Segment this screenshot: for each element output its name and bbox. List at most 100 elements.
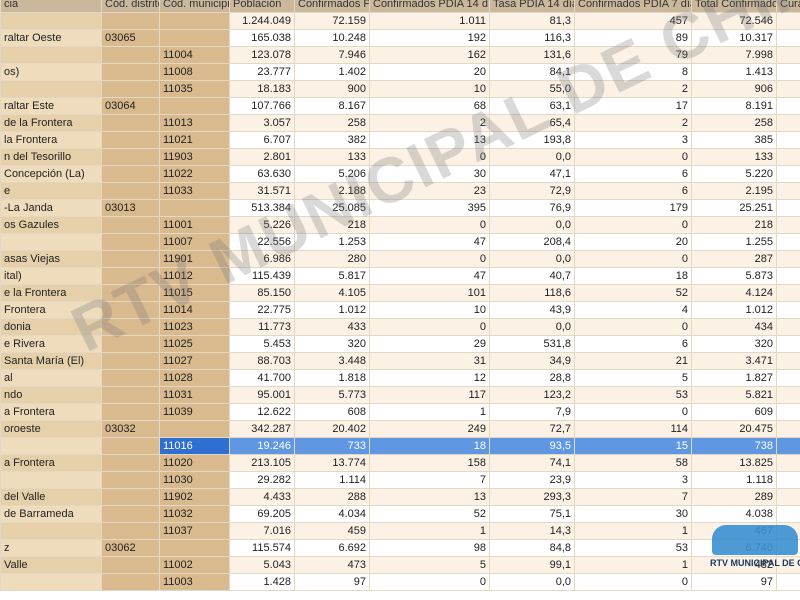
table-cell[interactable]: ital) (0, 267, 102, 285)
table-cell[interactable]: 47,1 (489, 165, 575, 183)
table-cell[interactable] (101, 556, 160, 574)
table-cell[interactable]: 81,3 (489, 12, 575, 30)
table-cell[interactable]: 18 (369, 437, 490, 455)
table-cell[interactable]: 47 (369, 267, 490, 285)
table-cell[interactable]: 76,9 (489, 199, 575, 217)
table-row[interactable]: asas Viejas 11901 6.986 280 0 0,0 0 287 (0, 250, 800, 268)
table-cell[interactable]: 84,1 (489, 63, 575, 81)
table-row[interactable]: raltar Oeste 03065 165.038 10.248 192 116,3 89… (0, 29, 800, 47)
table-cell[interactable]: 53 (776, 12, 800, 30)
table-cell[interactable]: 117 (369, 386, 490, 404)
table-cell[interactable] (159, 539, 230, 557)
table-cell[interactable]: 0 (574, 573, 692, 591)
table-cell[interactable]: 287 (691, 250, 777, 268)
table-cell[interactable]: 249 (369, 420, 490, 438)
table-cell[interactable]: 3.448 (294, 352, 370, 370)
table-cell[interactable]: de la Frontera (0, 114, 102, 132)
table-cell[interactable]: 1 (574, 522, 692, 540)
table-cell[interactable]: 11016 (159, 437, 230, 455)
table-cell[interactable]: raltar Este (0, 97, 102, 115)
table-cell[interactable]: 385 (691, 131, 777, 149)
table-cell[interactable] (101, 386, 160, 404)
table-cell[interactable] (101, 12, 160, 30)
table-cell[interactable]: 162 (369, 46, 490, 64)
table-row[interactable]: de la Frontera 11013 3.057 258 2 65,4 2 258 (0, 114, 800, 132)
table-cell[interactable]: 03032 (101, 420, 160, 438)
table-cell[interactable]: 84,8 (489, 539, 575, 557)
table-cell[interactable]: e (0, 182, 102, 200)
table-cell[interactable] (101, 284, 160, 302)
table-cell[interactable]: 382 (294, 131, 370, 149)
table-cell[interactable]: 11028 (159, 369, 230, 387)
table-cell[interactable]: 1 (574, 556, 692, 574)
table-row[interactable]: Concepción (La) 11022 63.630 5.206 30 47,1 6 5.… (0, 165, 800, 183)
table-cell[interactable]: Concepción (La) (0, 165, 102, 183)
table-cell[interactable]: 288 (294, 488, 370, 506)
table-row[interactable]: de Barrameda 11032 69.205 4.034 52 75,1 30 4.03… (0, 505, 800, 523)
table-cell[interactable]: 107.766 (229, 97, 295, 115)
table-cell[interactable]: 5.821 (691, 386, 777, 404)
table-cell[interactable]: 457 (574, 12, 692, 30)
table-cell[interactable] (0, 573, 102, 591)
table-cell[interactable]: 13 (369, 131, 490, 149)
table-cell[interactable]: 289 (691, 488, 777, 506)
table-cell[interactable]: 11033 (159, 182, 230, 200)
table-cell[interactable] (0, 471, 102, 489)
table-cell[interactable]: 3 (776, 386, 800, 404)
table-cell[interactable]: 15 (776, 420, 800, 438)
table-cell[interactable]: 131,6 (489, 46, 575, 64)
table-cell[interactable]: 1.255 (691, 233, 777, 251)
table-cell[interactable]: 11903 (159, 148, 230, 166)
table-cell[interactable]: 10 (369, 301, 490, 319)
table-cell[interactable]: 5.206 (294, 165, 370, 183)
table-cell[interactable]: 95.001 (229, 386, 295, 404)
table-cell[interactable]: 65,4 (489, 114, 575, 132)
table-cell[interactable] (101, 182, 160, 200)
table-cell[interactable]: 14,3 (489, 522, 575, 540)
table-cell[interactable]: 293,3 (489, 488, 575, 506)
table-row[interactable]: e Rivera 11025 5.453 320 29 531,8 6 320 (0, 335, 800, 353)
table-cell[interactable]: 1 (369, 522, 490, 540)
table-cell[interactable]: 97 (294, 573, 370, 591)
table-cell[interactable] (159, 199, 230, 217)
table-cell[interactable]: 11037 (159, 522, 230, 540)
table-cell[interactable]: 52 (369, 505, 490, 523)
table-cell[interactable]: 11013 (159, 114, 230, 132)
table-cell[interactable]: 0 (574, 216, 692, 234)
table-cell[interactable]: 68 (369, 97, 490, 115)
table-cell[interactable]: 03062 (101, 539, 160, 557)
table-cell[interactable]: 1.114 (294, 471, 370, 489)
table-cell[interactable]: 63.630 (229, 165, 295, 183)
table-cell[interactable] (776, 301, 800, 319)
table-cell[interactable]: 5.226 (229, 216, 295, 234)
table-cell[interactable]: z (0, 539, 102, 557)
table-cell[interactable]: 320 (691, 335, 777, 353)
table-row[interactable]: -La Janda 03013 513.384 25.085 395 76,9 179 25.… (0, 199, 800, 217)
table-row[interactable]: 11035 18.183 900 10 55,0 2 906 (0, 80, 800, 98)
table-cell[interactable]: 43,9 (489, 301, 575, 319)
table-cell[interactable]: 342.287 (229, 420, 295, 438)
table-cell[interactable] (0, 12, 102, 30)
table-cell[interactable]: 11015 (159, 284, 230, 302)
table-cell[interactable]: 30 (369, 165, 490, 183)
table-cell[interactable]: 118,6 (489, 284, 575, 302)
table-cell[interactable]: 218 (691, 216, 777, 234)
table-cell[interactable] (101, 335, 160, 353)
table-cell[interactable] (776, 216, 800, 234)
table-cell[interactable]: 11025 (159, 335, 230, 353)
table-cell[interactable] (101, 488, 160, 506)
table-cell[interactable]: asas Viejas (0, 250, 102, 268)
table-cell[interactable]: 2 (776, 352, 800, 370)
table-cell[interactable]: al (0, 369, 102, 387)
table-cell[interactable]: 2 (369, 114, 490, 132)
table-cell[interactable]: 433 (294, 318, 370, 336)
table-cell[interactable] (776, 318, 800, 336)
table-cell[interactable]: 1.011 (369, 12, 490, 30)
table-cell[interactable]: 6.707 (229, 131, 295, 149)
table-cell[interactable] (159, 97, 230, 115)
table-cell[interactable]: 1.118 (691, 471, 777, 489)
